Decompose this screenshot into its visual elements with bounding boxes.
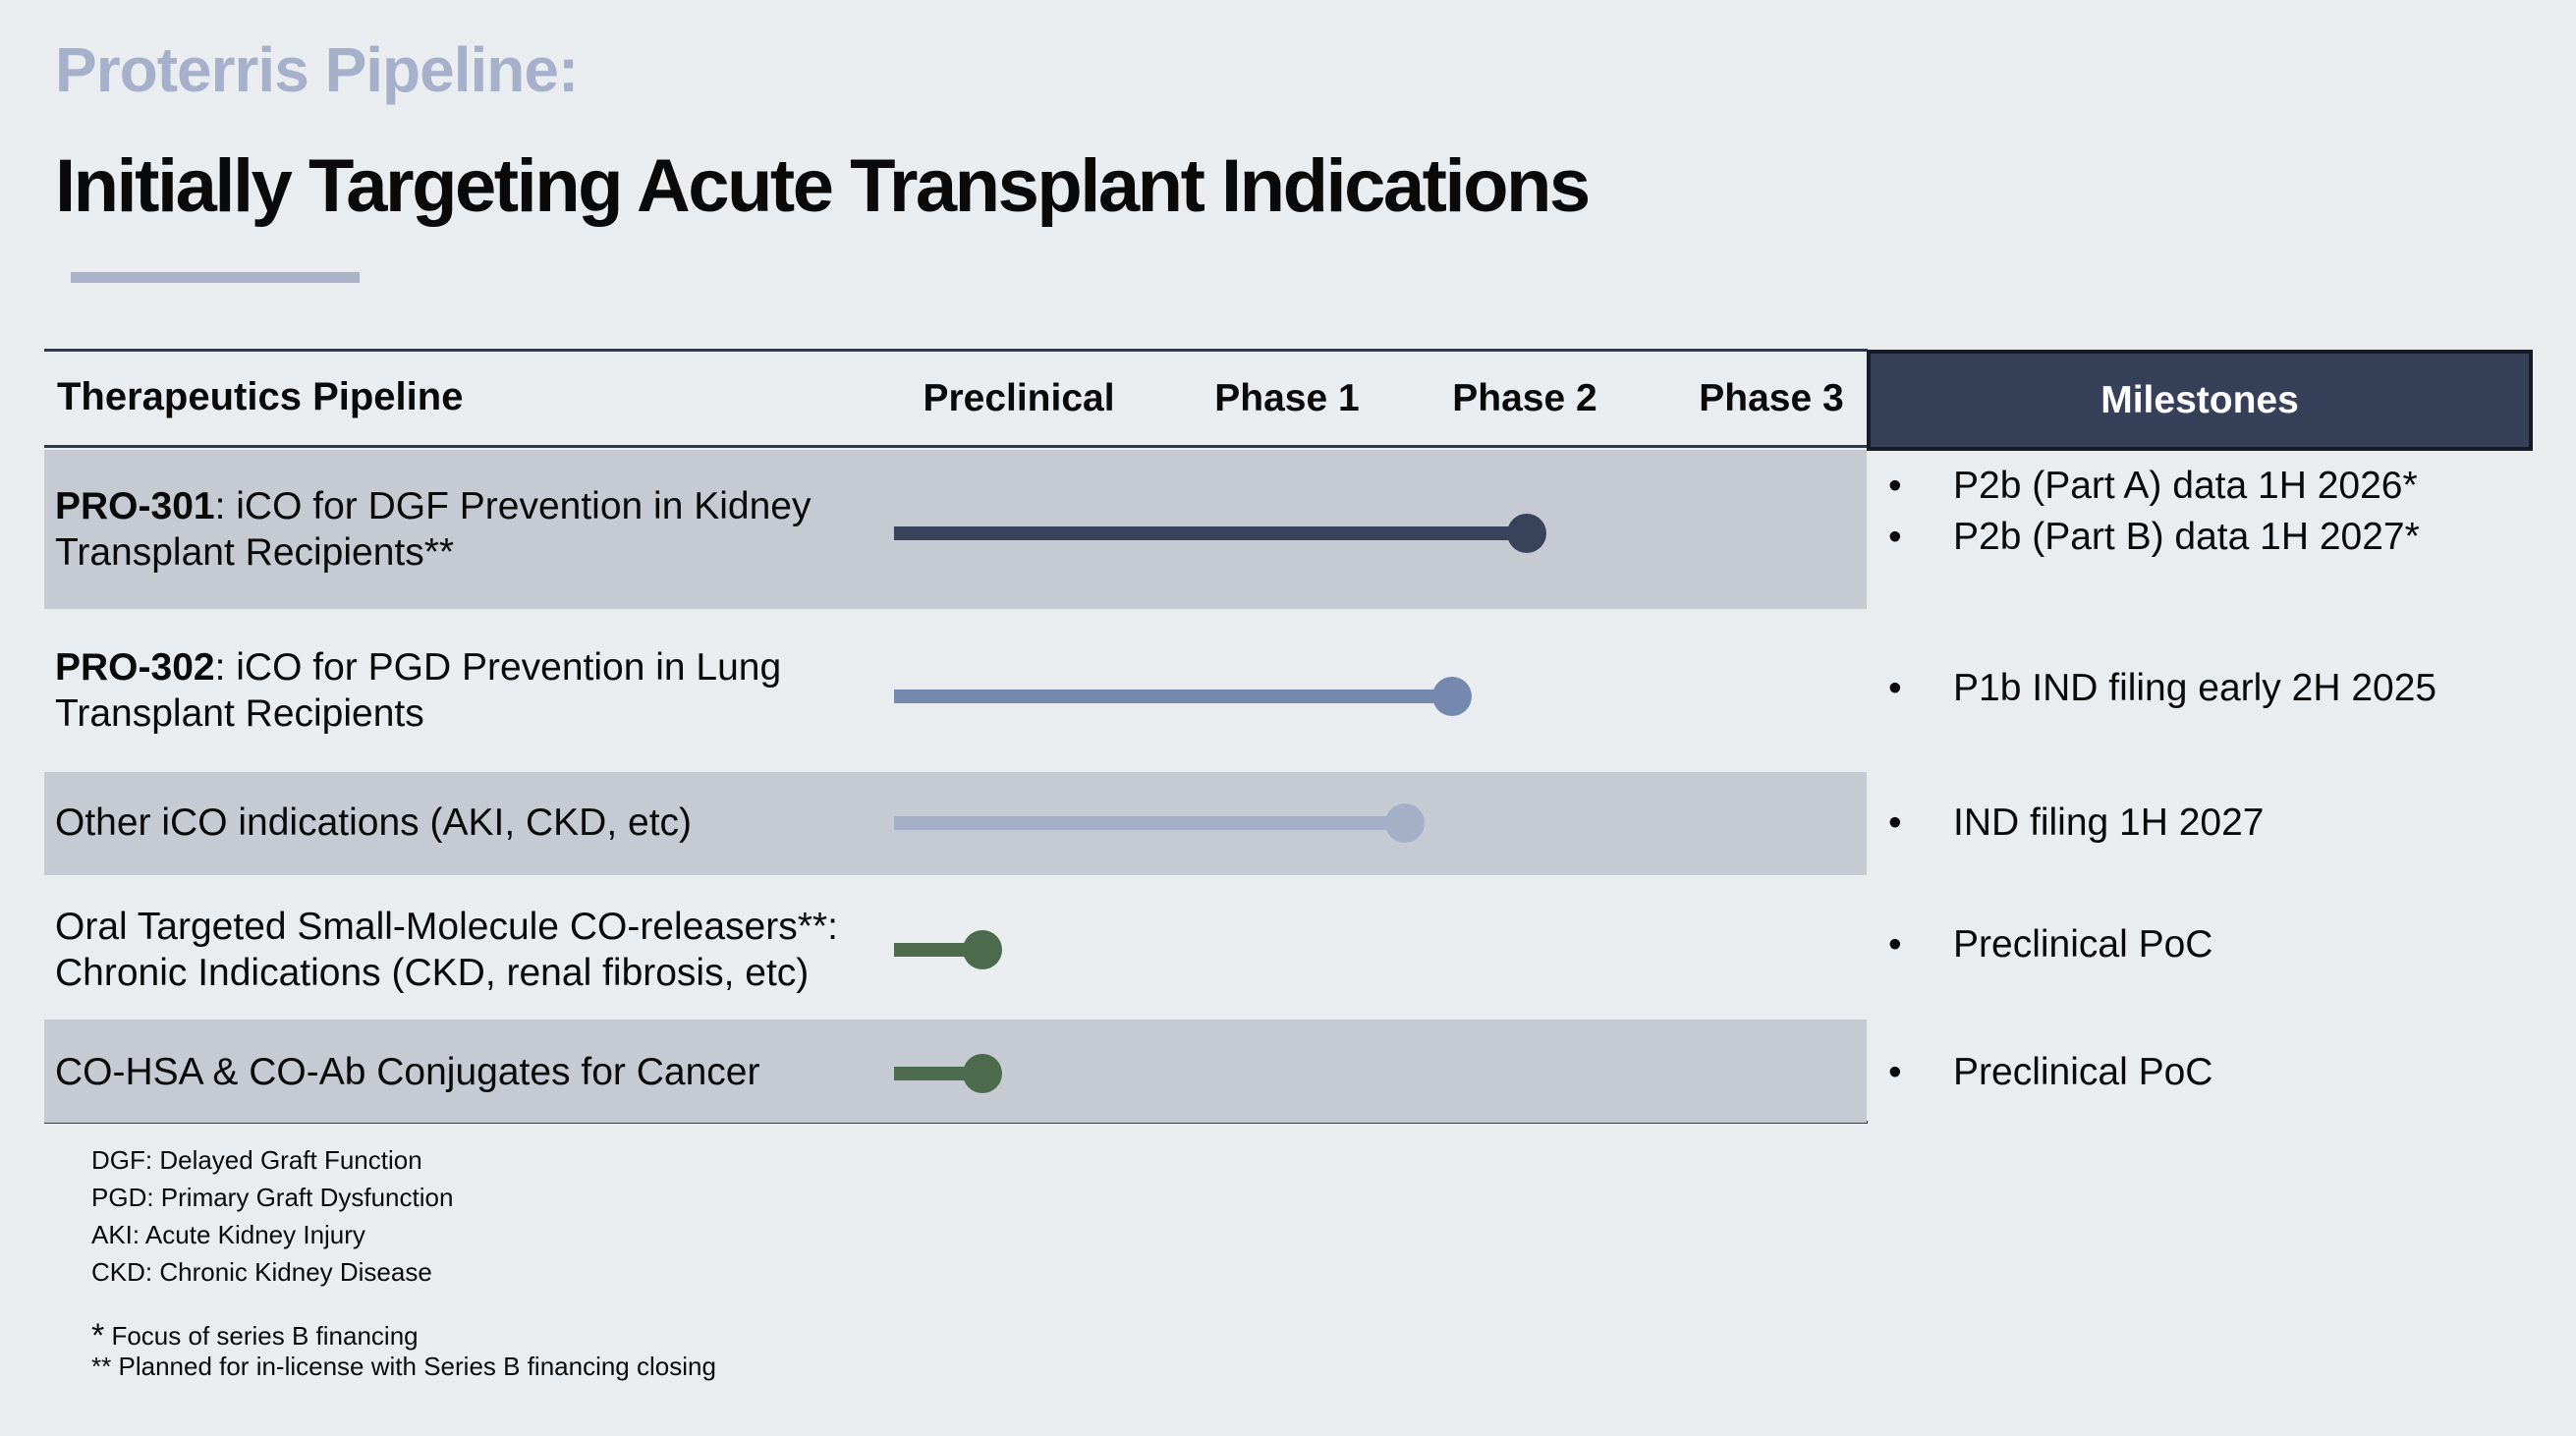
pipeline-progress-bar [894,1054,1003,1093]
bullet-icon: • [1888,801,1902,844]
progress-line [894,526,1527,540]
page-title: Initially Targeting Acute Transplant Ind… [55,144,1591,228]
asterisk-marker: * [91,1317,105,1354]
column-header-preclinical: Preclinical [923,377,1115,419]
program-description: Oral Targeted Small-Molecule CO-releaser… [55,906,838,994]
bullet-icon: • [1888,923,1902,966]
progress-endpoint-dot [1385,803,1426,843]
milestone-item: • IND filing 1H 2027 [1888,800,2265,846]
footnote-text: Planned for in-license with Series B fin… [118,1352,716,1381]
milestone-item: • Preclinical PoC [1888,1049,2212,1095]
column-header-phase-2: Phase 2 [1452,377,1597,419]
footnote-double-star-line: ** Planned for in-license with Series B … [91,1352,716,1382]
footnote-star-line: * Focus of series B financing [91,1319,716,1353]
abbreviation-line: PGD: Primary Graft Dysfunction [91,1183,454,1212]
milestones-header-label: Milestones [2100,378,2299,421]
milestone-text: P2b (Part B) data 1H 2027* [1953,516,2420,558]
asterisk-marker: ** [91,1352,112,1381]
program-code: PRO-301 [55,485,215,527]
program-description: : iCO for DGF Prevention in Kidney Trans… [55,485,812,574]
bullet-icon: • [1888,1051,1902,1093]
column-header-phase-3: Phase 3 [1699,377,1844,419]
abbreviation-line: DGF: Delayed Graft Function [91,1145,422,1175]
abbreviation-line: AKI: Acute Kidney Injury [91,1220,365,1249]
pipeline-progress-bar [894,514,1546,553]
row-label-other-ico: Other iCO indications (AKI, CKD, etc) [55,800,1136,846]
footnote-notes: * Focus of series B financing ** Planned… [91,1319,716,1382]
progress-endpoint-dot [963,930,1003,969]
milestone-text: IND filing 1H 2027 [1953,801,2265,844]
row-label-oral-co-releasers: Oral Targeted Small-Molecule CO-releaser… [55,904,944,996]
row-label-pro-302: PRO-302: iCO for PGD Prevention in Lung … [55,644,900,737]
progress-line [894,943,983,957]
column-header-phase-1: Phase 1 [1214,377,1360,419]
milestone-text: Preclinical PoC [1953,1051,2213,1093]
bullet-icon: • [1888,667,1902,709]
table-top-rule [44,349,1868,352]
progress-line [894,816,1406,830]
milestone-text: P1b IND filing early 2H 2025 [1953,667,2437,709]
abbreviation-line: CKD: Chronic Kidney Disease [91,1257,432,1287]
milestone-text: P2b (Part A) data 1H 2026* [1953,465,2418,507]
progress-endpoint-dot [963,1054,1003,1093]
milestone-item: • P2b (Part B) data 1H 2027* [1888,514,2420,560]
header-bottom-rule [44,445,1868,448]
program-description: CO-HSA & CO-Ab Conjugates for Cancer [55,1051,760,1093]
milestone-text: Preclinical PoC [1953,923,2213,966]
progress-endpoint-dot [1432,677,1473,716]
slide-kicker: Proterris Pipeline: [55,34,579,105]
milestone-item: • P2b (Part A) data 1H 2026* [1888,463,2418,509]
program-code: PRO-302 [55,646,215,689]
footnote-text: Focus of series B financing [111,1321,419,1351]
row-label-co-conjugates: CO-HSA & CO-Ab Conjugates for Cancer [55,1049,1136,1095]
abbreviation-key: DGF: Delayed Graft Function PGD: Primary… [91,1141,453,1291]
milestone-item: • P1b IND filing early 2H 2025 [1888,665,2436,711]
progress-line [894,1067,983,1080]
title-accent-bar [71,272,360,283]
bullet-icon: • [1888,465,1902,507]
row-label-pro-301: PRO-301: iCO for DGF Prevention in Kidne… [55,483,900,576]
program-description: : iCO for PGD Prevention in Lung Transpl… [55,646,782,735]
column-header-pipeline: Therapeutics Pipeline [57,375,464,418]
pipeline-progress-bar [894,803,1426,843]
pipeline-progress-bar [894,677,1473,716]
bullet-icon: • [1888,516,1902,558]
progress-line [894,690,1453,703]
milestones-header: Milestones [1867,350,2533,451]
pipeline-progress-bar [894,930,1003,969]
progress-endpoint-dot [1506,514,1546,553]
milestone-item: • Preclinical PoC [1888,921,2212,967]
program-description: Other iCO indications (AKI, CKD, etc) [55,801,693,844]
